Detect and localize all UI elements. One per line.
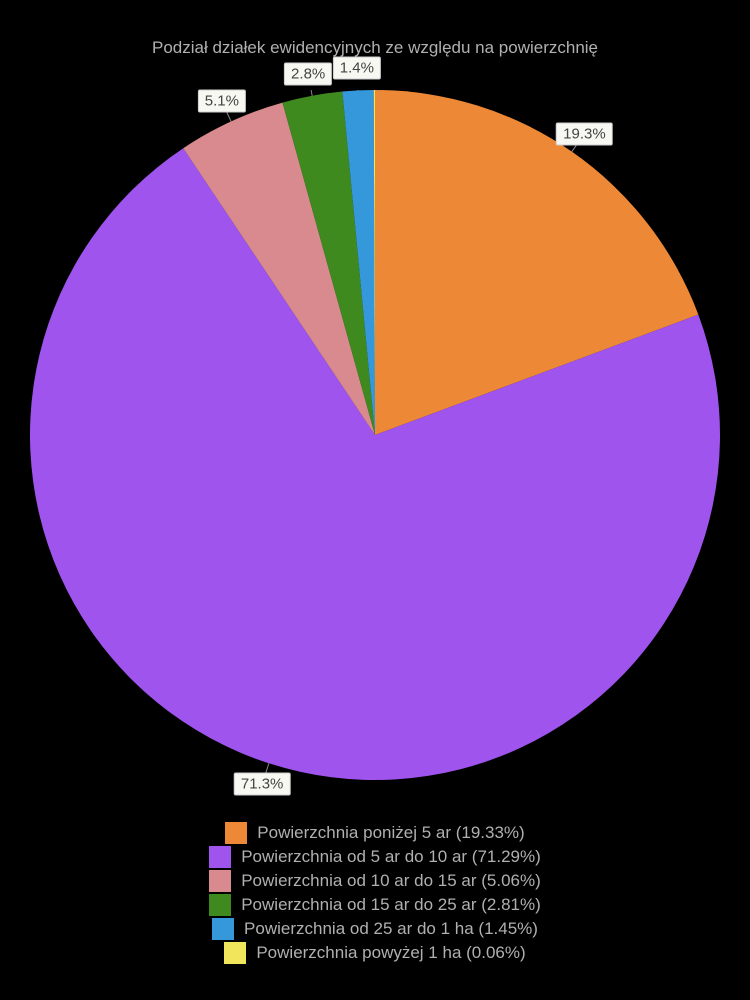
legend-item-2: Powierzchnia od 10 ar do 15 ar (5.06%) <box>0 870 750 892</box>
legend-item-4: Powierzchnia od 25 ar do 1 ha (1.45%) <box>0 918 750 940</box>
legend-swatch-4 <box>212 918 234 940</box>
legend-swatch-1 <box>209 846 231 868</box>
legend-label-3: Powierzchnia od 15 ar do 25 ar (2.81%) <box>241 895 541 915</box>
legend-label-1: Powierzchnia od 5 ar do 10 ar (71.29%) <box>241 847 541 867</box>
legend-item-3: Powierzchnia od 15 ar do 25 ar (2.81%) <box>0 894 750 916</box>
legend-label-5: Powierzchnia powyżej 1 ha (0.06%) <box>256 943 525 963</box>
pie-svg <box>30 90 720 780</box>
slice-leader-2 <box>227 112 231 121</box>
pie-wrap: 19.3%71.3%5.1%2.8%1.4% <box>30 90 720 780</box>
legend-item-5: Powierzchnia powyżej 1 ha (0.06%) <box>0 942 750 964</box>
legend-item-0: Powierzchnia poniżej 5 ar (19.33%) <box>0 822 750 844</box>
legend-swatch-0 <box>225 822 247 844</box>
legend-label-0: Powierzchnia poniżej 5 ar (19.33%) <box>257 823 524 843</box>
slice-label-0: 19.3% <box>556 122 613 145</box>
slice-label-2: 5.1% <box>198 90 246 113</box>
legend-item-1: Powierzchnia od 5 ar do 10 ar (71.29%) <box>0 846 750 868</box>
chart-title: Podział działek ewidencyjnych ze względu… <box>0 38 750 58</box>
chart-container: Podział działek ewidencyjnych ze względu… <box>0 0 750 1000</box>
legend-swatch-2 <box>209 870 231 892</box>
slice-label-1: 71.3% <box>234 773 291 796</box>
legend-swatch-3 <box>209 894 231 916</box>
legend-swatch-5 <box>224 942 246 964</box>
slice-label-4: 1.4% <box>333 57 381 80</box>
slice-leader-3 <box>310 90 312 96</box>
legend-label-2: Powierzchnia od 10 ar do 15 ar (5.06%) <box>241 871 541 891</box>
slice-label-3: 2.8% <box>284 63 332 86</box>
slice-leader-1 <box>266 763 269 773</box>
legend: Powierzchnia poniżej 5 ar (19.33%) Powier… <box>0 820 750 966</box>
legend-label-4: Powierzchnia od 25 ar do 1 ha (1.45%) <box>244 919 538 939</box>
